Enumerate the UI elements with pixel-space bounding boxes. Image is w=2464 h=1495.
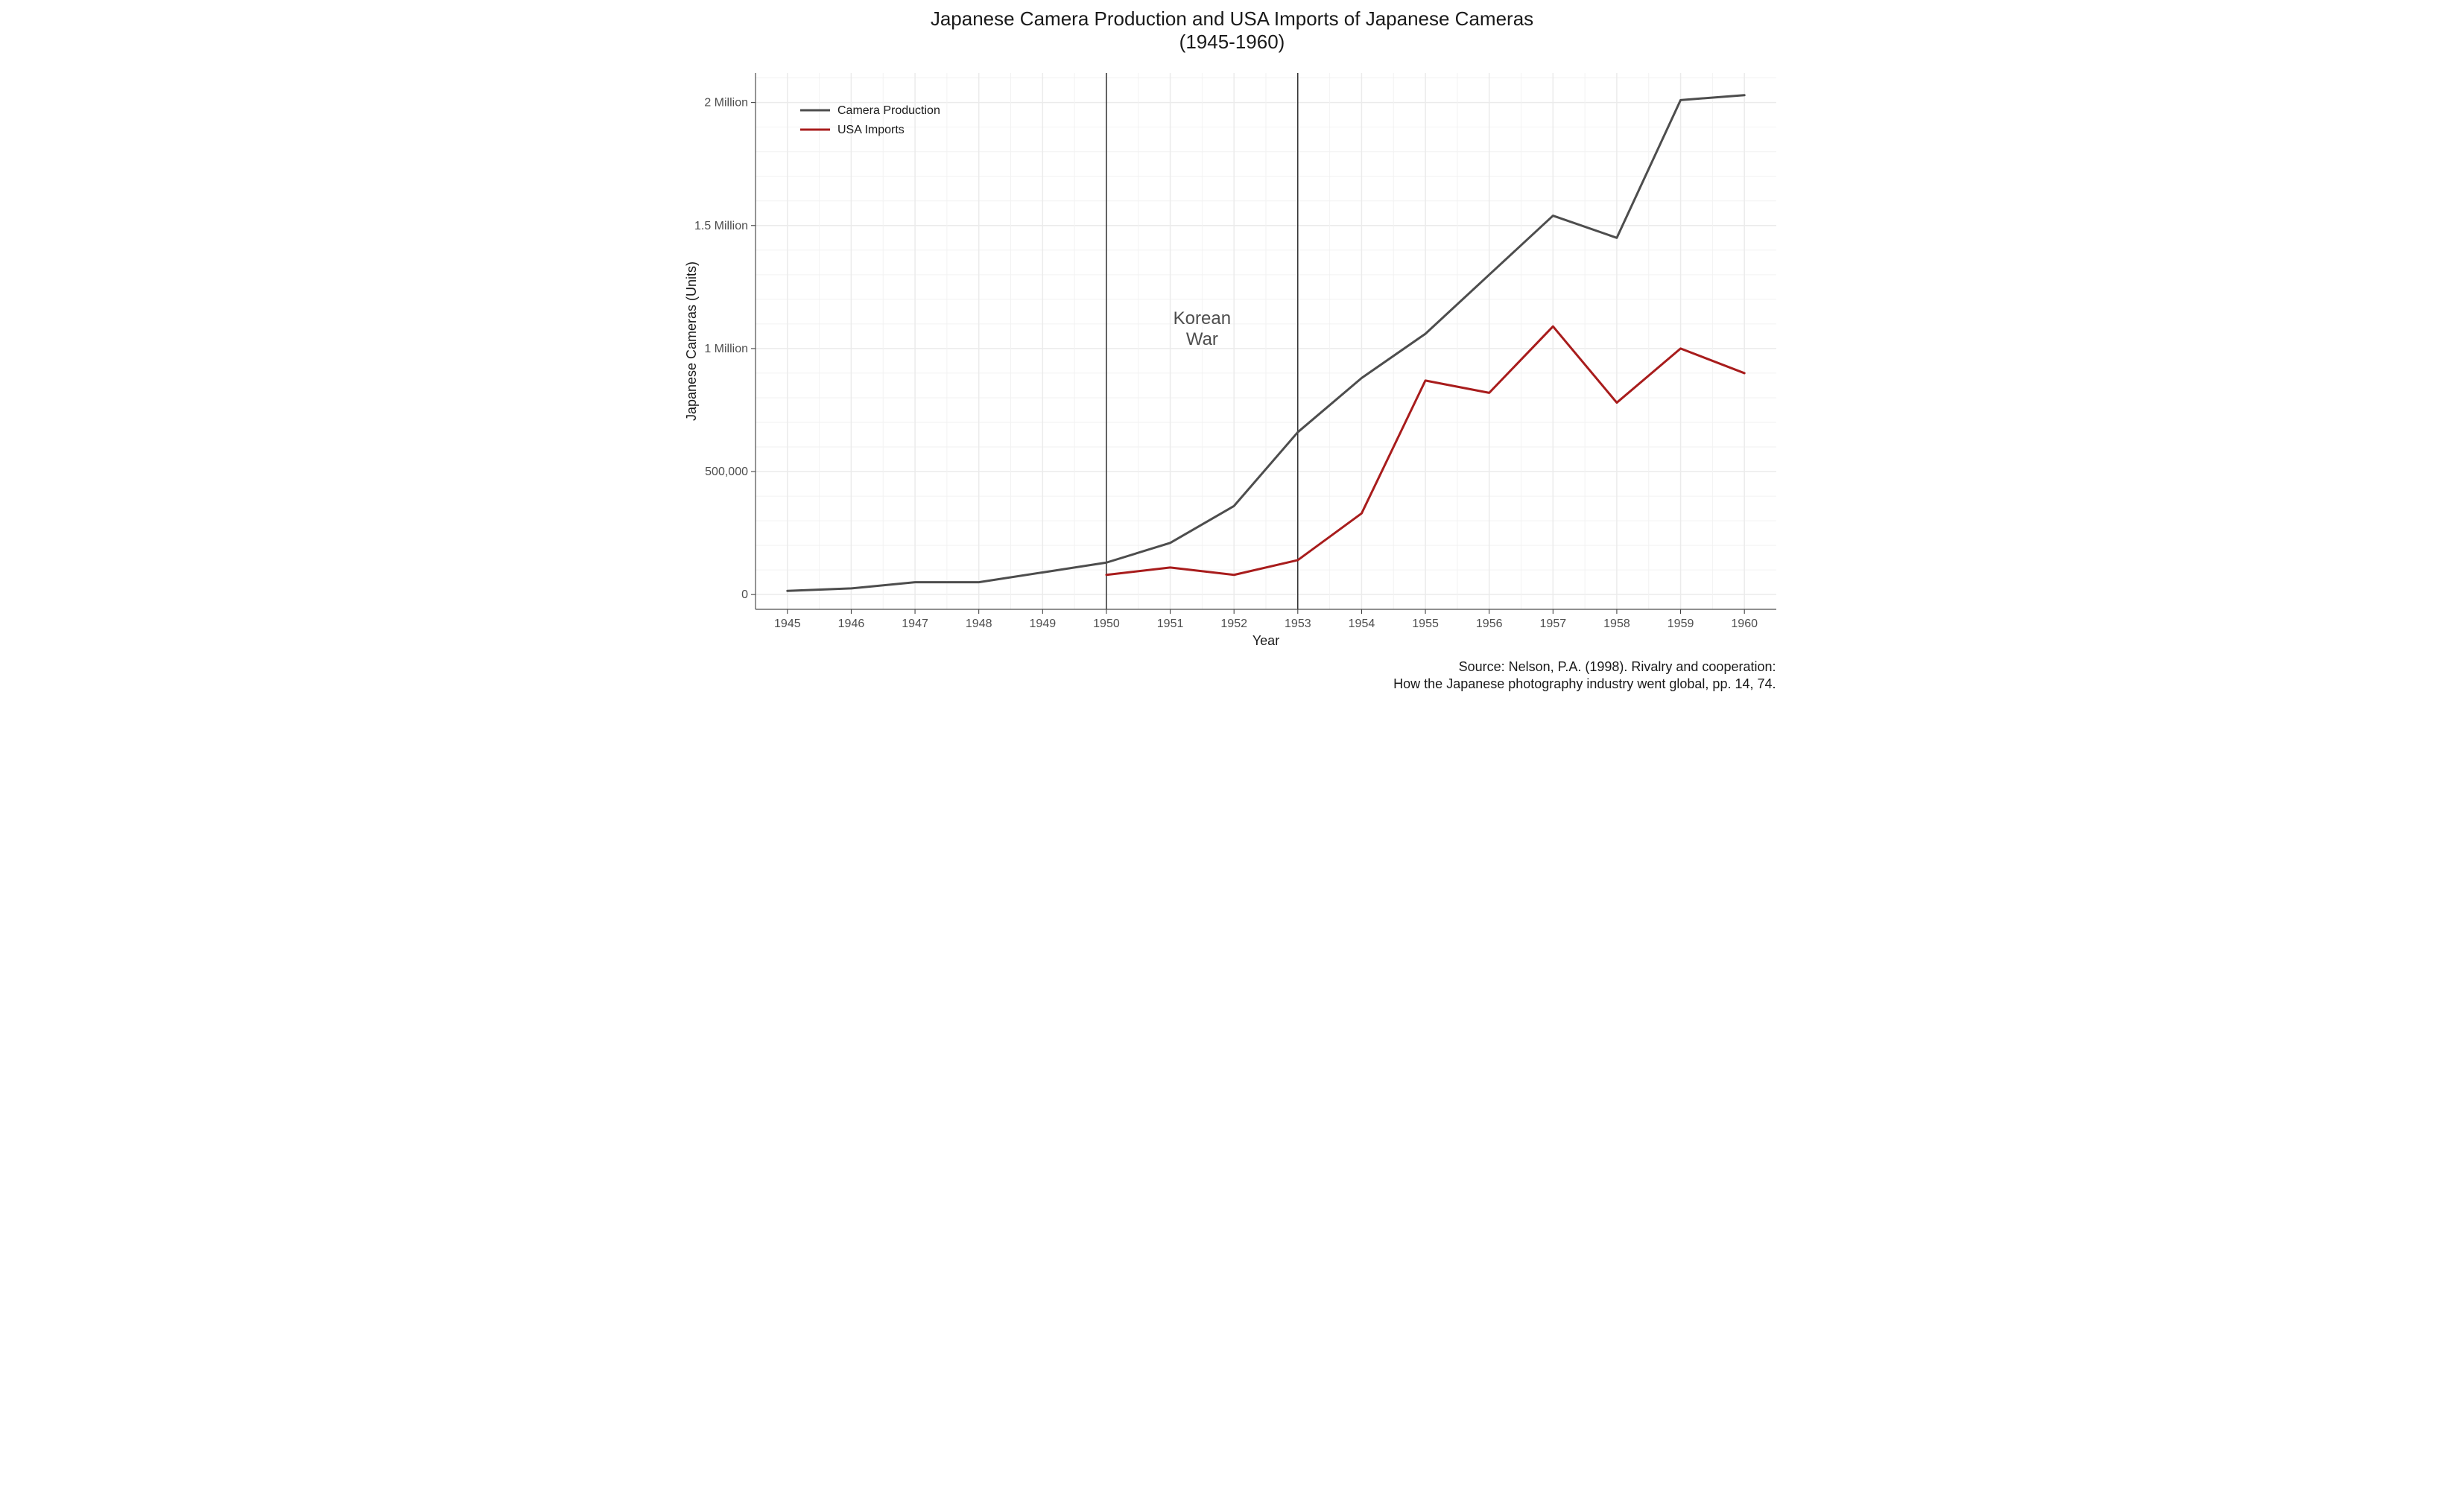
caption-line-2: How the Japanese photography industry we… xyxy=(1393,676,1776,691)
x-axis-label: Year xyxy=(1252,633,1279,648)
chart-caption: Source: Nelson, P.A. (1998). Rivalry and… xyxy=(674,658,1776,692)
x-tick-label: 1956 xyxy=(1475,618,1502,630)
y-tick-label: 0 xyxy=(741,589,748,602)
chart-title: Japanese Camera Production and USA Impor… xyxy=(674,7,1791,54)
y-axis-label: Japanese Cameras (Units) xyxy=(684,261,699,421)
y-tick-label: 500,000 xyxy=(705,466,748,478)
x-tick-label: 1949 xyxy=(1029,618,1056,630)
legend-label: USA Imports xyxy=(837,124,905,136)
x-tick-label: 1955 xyxy=(1412,618,1439,630)
x-tick-label: 1954 xyxy=(1348,618,1375,630)
x-tick-label: 1946 xyxy=(837,618,864,630)
x-tick-label: 1948 xyxy=(965,618,992,630)
x-tick-label: 1947 xyxy=(902,618,928,630)
caption-line-1: Source: Nelson, P.A. (1998). Rivalry and… xyxy=(1459,659,1776,674)
x-tick-label: 1959 xyxy=(1667,618,1694,630)
title-line-2: (1945-1960) xyxy=(1179,31,1285,53)
chart-plot: KoreanWar1945194619471948194919501951195… xyxy=(674,58,1791,654)
x-tick-label: 1958 xyxy=(1603,618,1630,630)
legend-label: Camera Production xyxy=(837,104,940,117)
x-tick-label: 1952 xyxy=(1220,618,1247,630)
y-tick-label: 1.5 Million xyxy=(694,220,747,232)
x-tick-label: 1945 xyxy=(774,618,801,630)
y-tick-label: 1 Million xyxy=(704,343,748,355)
y-tick-label: 2 Million xyxy=(704,97,748,109)
chart-container: Japanese Camera Production and USA Impor… xyxy=(674,7,1791,692)
x-tick-label: 1950 xyxy=(1093,618,1120,630)
title-line-1: Japanese Camera Production and USA Impor… xyxy=(931,7,1533,30)
x-tick-label: 1951 xyxy=(1156,618,1183,630)
x-tick-label: 1957 xyxy=(1539,618,1566,630)
x-tick-label: 1960 xyxy=(1731,618,1758,630)
x-tick-label: 1953 xyxy=(1285,618,1311,630)
